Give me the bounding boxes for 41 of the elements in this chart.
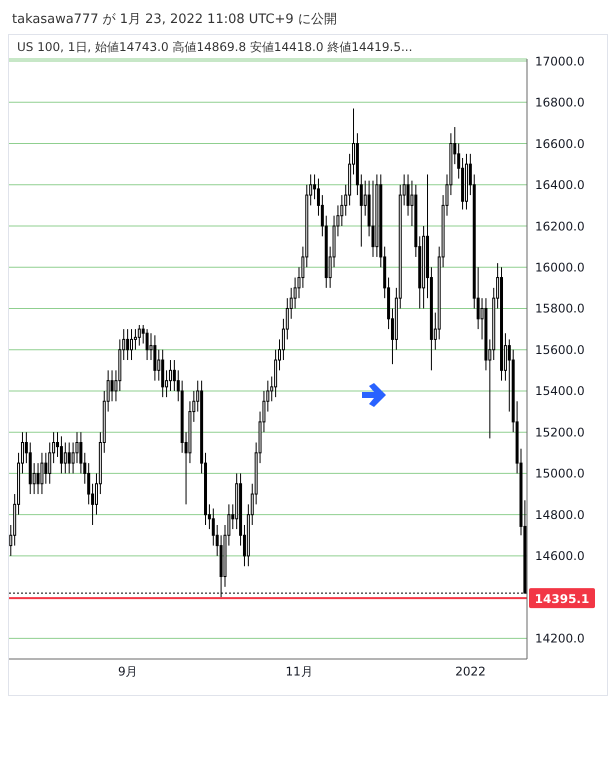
text: takasawa777 が 1月 23, 2022 11:08 UTC+9 に公開 bbox=[11, 11, 338, 29]
y-tick-label: 15600.0 bbox=[535, 342, 585, 357]
candlestick bbox=[130, 328, 134, 361]
candlestick bbox=[68, 442, 71, 474]
y-tick-label: 16600.0 bbox=[535, 136, 585, 151]
candlestick bbox=[60, 436, 63, 474]
y-tick-label: 16000.0 bbox=[535, 260, 585, 275]
candlestick bbox=[36, 462, 40, 495]
y-tick-label: 14800.0 bbox=[535, 508, 585, 522]
y-tick-label: 17000.0 bbox=[535, 54, 585, 68]
x-tick-label: 11月 bbox=[286, 664, 313, 679]
candlestick bbox=[48, 442, 52, 484]
x-tick-label: 9月 bbox=[118, 664, 138, 679]
y-tick-label: 14600.0 bbox=[535, 549, 585, 564]
candlestick bbox=[406, 174, 410, 216]
y-tick-label: 16800.0 bbox=[535, 96, 585, 110]
x-tick-label: 2022 bbox=[455, 664, 486, 679]
y-tick-label: 14200.0 bbox=[535, 632, 585, 646]
candlestick bbox=[294, 277, 297, 309]
candlestick bbox=[64, 442, 67, 474]
y-tick-label: 15800.0 bbox=[535, 302, 585, 316]
candlestick bbox=[79, 432, 82, 474]
candlestick bbox=[110, 370, 114, 402]
candlestick bbox=[72, 442, 75, 474]
y-tick-label: 15000.0 bbox=[535, 466, 585, 481]
y-tick-label: 16200.0 bbox=[535, 219, 585, 234]
candlestick bbox=[44, 452, 48, 484]
candlestick bbox=[371, 180, 374, 258]
candlestick bbox=[168, 360, 172, 392]
candlestick bbox=[75, 432, 78, 464]
candlestick bbox=[126, 328, 130, 361]
y-tick-label: 16400.0 bbox=[535, 178, 585, 192]
candlestick bbox=[172, 360, 176, 392]
candlestick bbox=[138, 324, 141, 346]
chart-title: US 100, 1日, 始値14743.0 高値14869.8 安値14418.0 終値14419.5... bbox=[17, 39, 412, 56]
y-tick-label: 15400.0 bbox=[535, 384, 585, 398]
candlestick bbox=[134, 328, 137, 350]
ref-line-label: 14395.1 bbox=[534, 592, 590, 606]
candlestick bbox=[40, 452, 44, 495]
candlestick bbox=[146, 328, 149, 361]
y-tick-label: 15200.0 bbox=[535, 425, 585, 440]
